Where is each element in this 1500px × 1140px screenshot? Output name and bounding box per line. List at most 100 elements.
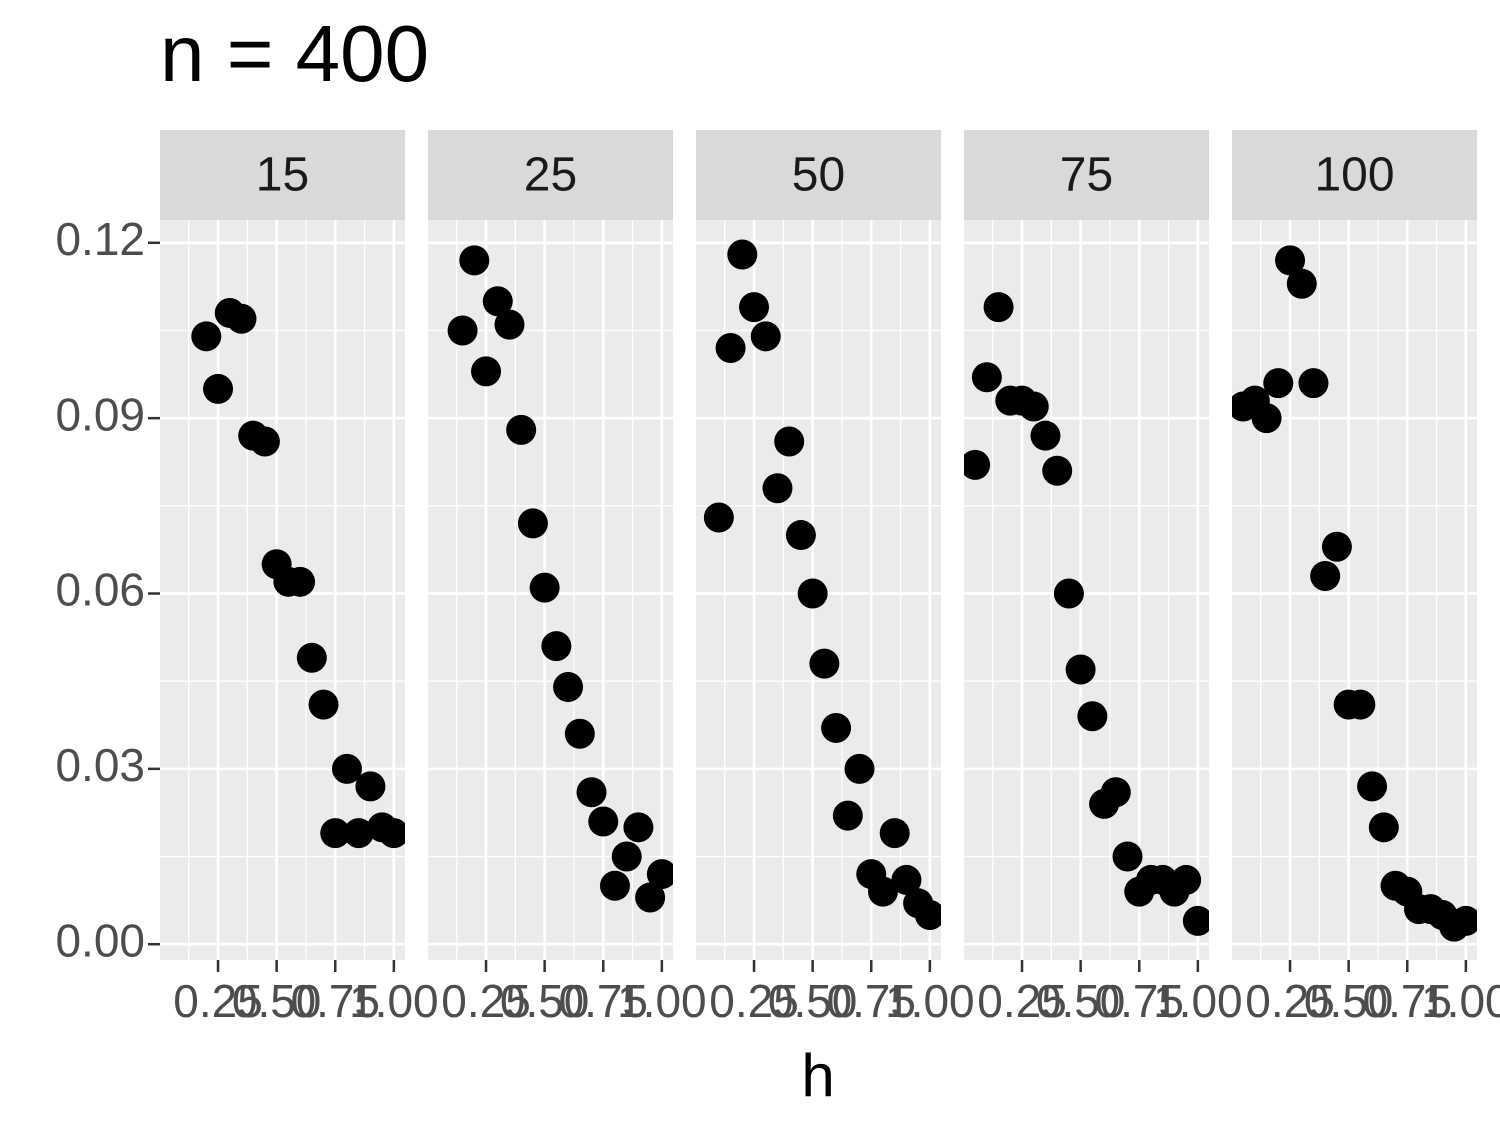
point [964,449,991,480]
point [983,292,1014,323]
x-axis-label: h [801,1042,834,1109]
point [727,239,758,270]
x-tick-label: 1.00 [1153,975,1243,1027]
x-tick-label: 1.00 [617,975,707,1027]
point [844,753,875,784]
point [203,373,234,404]
point [635,882,666,913]
point [447,315,478,346]
chart-title: n = 400 [160,9,429,98]
points [191,297,405,849]
point [1030,420,1061,451]
point [529,572,560,603]
point [785,520,816,551]
point [1275,245,1306,276]
point [482,286,513,317]
point [1077,701,1108,732]
point [308,689,339,720]
x-tick-label: 0.75 [558,975,648,1027]
point [1018,391,1049,422]
x-tick-label: 0.75 [826,975,916,1027]
points [703,239,941,930]
point [576,777,607,808]
strip [160,130,405,220]
point [355,771,386,802]
x-tick-label: 0.25 [709,975,799,1027]
x-tick-label: 1.00 [885,975,975,1027]
point [1065,654,1096,685]
facet-label: 75 [1060,149,1113,202]
x-tick-label: 0.25 [441,975,531,1027]
point [809,648,840,679]
strip [696,130,941,220]
x-tick-label: 0.50 [1304,975,1394,1027]
point [1357,771,1388,802]
point [343,818,374,849]
y-tick-label: 0.03 [55,739,145,791]
y-tick-label: 0.00 [55,914,145,966]
point [459,245,490,276]
point [891,864,922,895]
point [1286,268,1317,299]
point [1251,403,1282,434]
x-tick-label: 0.75 [1362,975,1452,1027]
point [226,303,257,334]
y-tick-label: 0.06 [55,564,145,616]
point [1042,455,1073,486]
x-tick-label: 0.50 [768,975,858,1027]
point [1368,812,1399,843]
facet-label: 50 [792,149,845,202]
point [832,800,863,831]
point [914,899,941,930]
point [1112,841,1143,872]
point [378,818,405,849]
x-tick-label: 0.25 [173,975,263,1027]
point [564,718,595,749]
x-tick-label: 1.00 [1421,975,1500,1027]
strip [1232,130,1477,220]
point [249,426,280,457]
point [611,841,642,872]
facet-label: 15 [256,149,309,202]
x-tick-label: 0.75 [290,975,380,1027]
point [821,712,852,743]
x-tick-label: 0.75 [1094,975,1184,1027]
point [1182,905,1209,936]
y-tick-label: 0.12 [55,213,145,265]
y-tick-label: 0.09 [55,388,145,440]
x-tick-label: 1.00 [349,975,439,1027]
point [553,672,584,703]
point [623,812,654,843]
point [750,321,781,352]
point [517,508,548,539]
point [331,753,362,784]
x-tick-label: 0.50 [500,975,590,1027]
point [1100,777,1131,808]
point [1321,531,1352,562]
point [296,642,327,673]
strip [964,130,1209,220]
x-tick-label: 0.25 [1245,975,1335,1027]
point [1310,560,1341,591]
point [320,818,351,849]
point [588,806,619,837]
point [599,870,630,901]
points [1232,245,1477,942]
point [471,356,502,387]
point [762,473,793,504]
point [1053,578,1084,609]
facet-label: 100 [1314,149,1394,202]
point [797,578,828,609]
facet-label: 25 [524,149,577,202]
point [971,362,1002,393]
points [447,245,673,913]
point [879,818,910,849]
point [494,309,525,340]
point [715,333,746,364]
point [1298,368,1329,399]
point [506,414,537,445]
point [1171,864,1202,895]
x-tick-label: 0.50 [232,975,322,1027]
